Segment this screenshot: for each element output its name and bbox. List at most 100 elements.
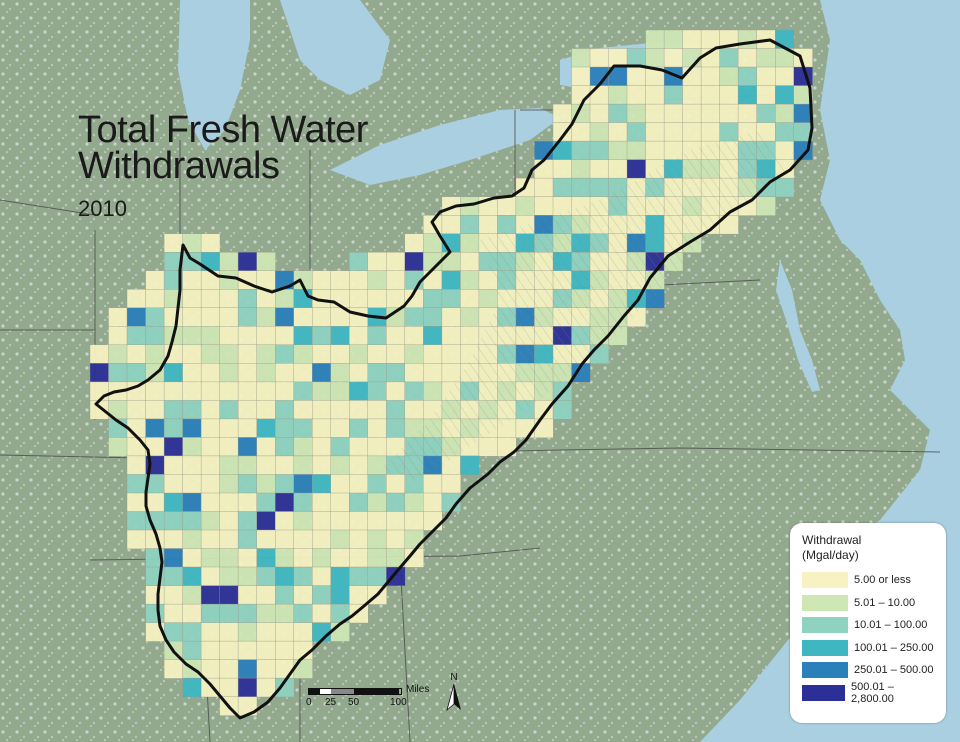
county-polygon [312,307,332,327]
county-polygon [330,344,350,364]
county-polygon [182,474,202,494]
county-polygon [219,603,239,624]
legend-title-line-2: (Mgal/day) [802,548,859,562]
county-polygon [182,363,202,383]
county-polygon [700,66,721,87]
county-polygon [404,492,424,513]
county-polygon [182,585,202,605]
county-polygon [256,418,276,438]
county-polygon [589,48,610,68]
county-polygon [163,400,184,420]
county-polygon [182,622,202,642]
county-polygon [237,289,258,309]
county-polygon [108,326,128,346]
county-polygon [126,511,147,531]
county-polygon [256,326,276,346]
county-polygon [219,307,239,327]
county-polygon [237,326,258,346]
county-polygon [237,437,258,457]
county-polygon [700,122,721,142]
legend-title: Withdrawal (Mgal/day) [802,533,934,563]
county-polygon [349,251,369,272]
county-polygon [367,289,387,309]
county-polygon [126,474,147,494]
county-polygon [423,381,443,401]
county-polygon [367,400,387,420]
county-polygon [163,585,184,605]
county-polygon [182,437,202,457]
county-polygon [256,251,276,272]
county-polygon [145,344,165,364]
county-polygon [145,289,165,309]
legend: Withdrawal (Mgal/day) 5.00 or less 5.01 … [790,523,946,723]
county-polygon [571,48,591,68]
county-polygon [275,307,295,327]
county-polygon [200,529,221,550]
county-polygon [478,214,498,235]
county-polygon [163,418,184,438]
county-polygon [275,677,295,698]
north-arrow-icon: N [446,672,461,712]
county-polygon [126,344,147,364]
county-polygon [237,381,258,401]
county-polygon [145,603,165,624]
county-polygon [423,326,443,346]
county-polygon [200,381,221,401]
county-polygon [645,29,665,50]
county-polygon [571,159,591,179]
county-polygon [589,177,610,198]
title-line-2: Withdrawals [78,145,280,187]
county-polygon [182,289,202,309]
county-polygon [626,140,647,161]
county-polygon [423,307,443,327]
county-polygon [404,548,424,568]
county-polygon [367,511,387,531]
county-polygon [367,455,387,475]
county-polygon [441,326,461,346]
county-polygon [200,622,221,642]
county-polygon [663,48,684,68]
lake-michigan [178,0,250,150]
legend-swatch [802,639,848,656]
county-polygon [237,307,258,327]
county-polygon [404,529,424,550]
county-polygon [219,437,239,457]
county-polygon [237,363,258,383]
county-polygon [441,251,461,272]
county-polygon [108,307,128,327]
county-polygon [330,363,350,383]
county-polygon [330,585,350,605]
county-polygon [219,640,239,661]
county-polygon [571,66,591,87]
county-polygon [608,85,628,105]
lake-erie [330,108,560,185]
county-polygon [219,529,239,550]
county-polygon [330,548,350,568]
county-polygon [756,103,776,124]
county-polygon [275,585,295,605]
county-polygon [404,233,424,253]
county-polygon [312,492,332,513]
county-polygon [219,418,239,438]
county-polygon [108,437,128,457]
county-polygon [404,326,424,346]
county-polygon [219,344,239,364]
county-polygon [367,474,387,494]
county-polygon [312,511,332,531]
legend-swatch [802,572,848,589]
county-polygon [275,344,295,364]
county-polygon [163,233,184,253]
county-polygon [256,548,276,568]
county-polygon [293,474,313,494]
county-polygon [163,455,184,475]
county-polygon [460,214,480,235]
legend-label: 500.01 – 2,800.00 [851,680,894,705]
county-polygon [534,177,554,198]
county-polygon [219,511,239,531]
county-polygon [182,270,202,290]
county-polygon [404,344,424,364]
county-polygon [163,659,184,679]
county-polygon [349,603,369,624]
county-polygon [200,492,221,513]
legend-label: 5.01 – 10.00 [854,596,916,609]
